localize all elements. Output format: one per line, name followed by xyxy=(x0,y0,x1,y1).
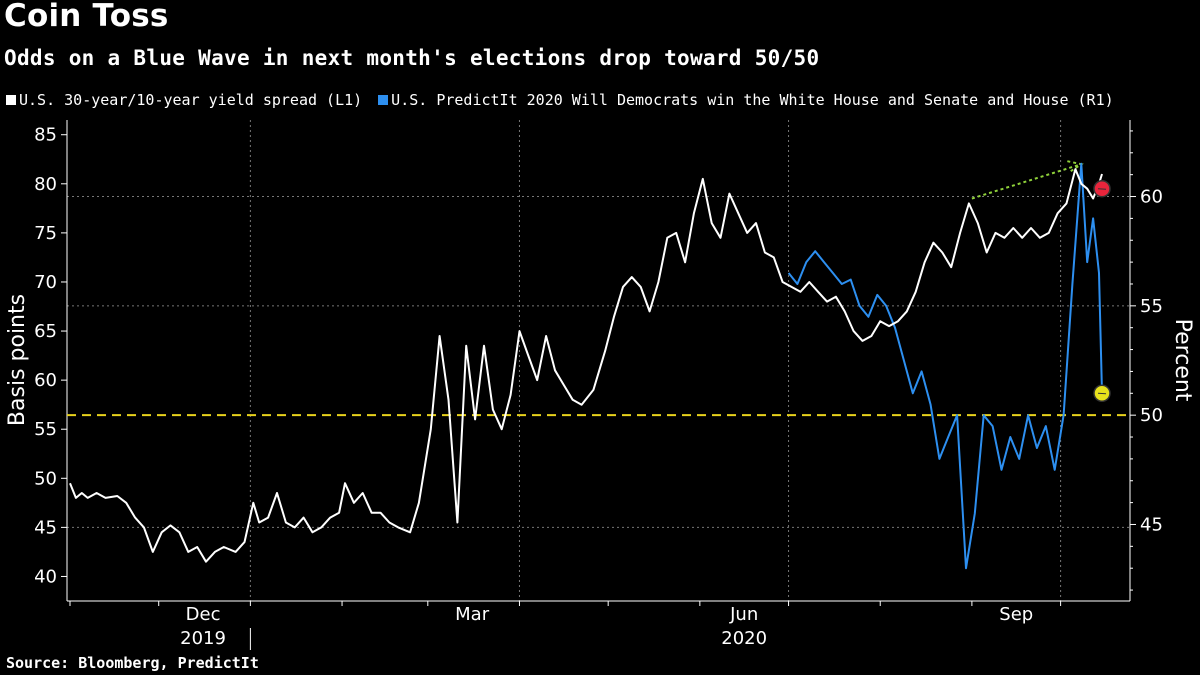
left-tick-label-85: 85 xyxy=(34,125,57,146)
grid-lines xyxy=(67,120,1130,601)
left-tick-label-55: 55 xyxy=(34,419,57,440)
series-line-0 xyxy=(70,169,1102,562)
left-tick-label-45: 45 xyxy=(34,517,57,538)
annotation-trend-arrow xyxy=(972,161,1081,198)
left-tick-label-50: 50 xyxy=(34,468,57,489)
left-tick-label-65: 65 xyxy=(34,321,57,342)
left-tick-label-75: 75 xyxy=(34,223,57,244)
x-tick-label-Jun: Jun xyxy=(729,604,758,625)
series-line-1 xyxy=(789,164,1102,569)
x-tick-label-Mar: Mar xyxy=(455,604,490,625)
series-group xyxy=(70,164,1102,569)
end-marker-notch-1 xyxy=(1098,393,1106,394)
year-label-2019: 2019 xyxy=(180,628,226,649)
source-note: Source: Bloomberg, PredictIt xyxy=(6,654,259,672)
x-tick-label-Dec: Dec xyxy=(186,604,221,625)
right-tick-label-60: 60 xyxy=(1140,187,1163,208)
tick-marks: 40 45 50 55 60 65 70 75 80 85 45 50 55 60 Dec Mar Jun Sep… xyxy=(34,125,1163,650)
left-tick-label-40: 40 xyxy=(34,566,57,587)
left-tick-label-80: 80 xyxy=(34,174,57,195)
left-axis-label: Basis points xyxy=(5,294,30,426)
left-tick-label-70: 70 xyxy=(34,272,57,293)
right-tick-label-55: 55 xyxy=(1140,296,1163,317)
left-tick-label-60: 60 xyxy=(34,370,57,391)
axes xyxy=(67,120,1130,601)
right-axis-label: Percent xyxy=(1170,319,1195,402)
year-label-2020: 2020 xyxy=(721,628,767,649)
x-tick-label-Sep: Sep xyxy=(999,604,1033,625)
end-marker-notch-0 xyxy=(1098,189,1106,190)
right-tick-label-50: 50 xyxy=(1140,405,1163,426)
right-tick-label-45: 45 xyxy=(1140,514,1163,535)
line-chart: 40 45 50 55 60 65 70 75 80 85 45 50 55 60 Dec Mar Jun Sep… xyxy=(0,0,1200,675)
